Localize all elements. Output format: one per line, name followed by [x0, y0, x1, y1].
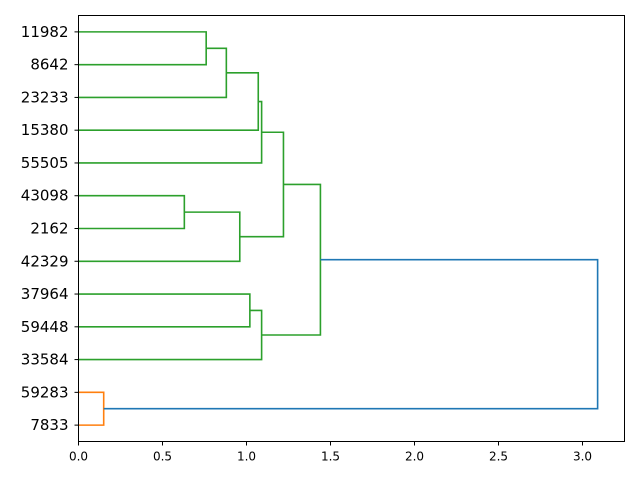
leaf-label: 59283: [21, 383, 69, 401]
link-n4: [78, 100, 263, 164]
leaf-label: 43098: [21, 187, 69, 205]
leaf-label: 23233: [21, 88, 69, 106]
x-axis: 0.0 0.5 1.0 1.5 2.0 2.5 3.0: [69, 441, 592, 464]
link-n3: [78, 72, 260, 131]
x-tick-label: 3.0: [573, 450, 592, 464]
x-tick-label: 1.0: [237, 450, 256, 464]
link-n2: [78, 47, 228, 99]
leaf-labels: 11982 8642 23233 15380 55505 43098 2162 42329 37…: [21, 23, 79, 434]
x-tick-label: 2.5: [489, 450, 508, 464]
x-tick-label: 2.0: [405, 450, 424, 464]
leaf-label: 59448: [21, 318, 69, 336]
dendrogram-links: [78, 31, 599, 426]
leaf-label: 37964: [21, 285, 69, 303]
leaf-label: 42329: [21, 252, 69, 270]
link-n8: [78, 293, 251, 328]
link-n9: [78, 309, 263, 361]
x-tick-label: 0.5: [153, 450, 172, 464]
leaf-label: 55505: [21, 154, 69, 172]
leaf-label: 8642: [30, 56, 68, 74]
leaf-label: 33584: [21, 351, 69, 369]
link-n12: [103, 258, 599, 410]
link-n1: [78, 31, 207, 66]
x-tick-label: 0.0: [69, 450, 88, 464]
link-n5: [78, 194, 186, 230]
leaf-label: 15380: [21, 121, 69, 139]
link-n6: [78, 211, 241, 263]
leaf-label: 7833: [30, 416, 68, 434]
link-n10: [261, 183, 322, 336]
leaf-label: 11982: [21, 23, 69, 41]
link-n11: [78, 391, 105, 426]
plot-frame: [78, 15, 625, 442]
x-tick-label: 1.5: [321, 450, 340, 464]
leaf-label: 2162: [30, 220, 68, 238]
